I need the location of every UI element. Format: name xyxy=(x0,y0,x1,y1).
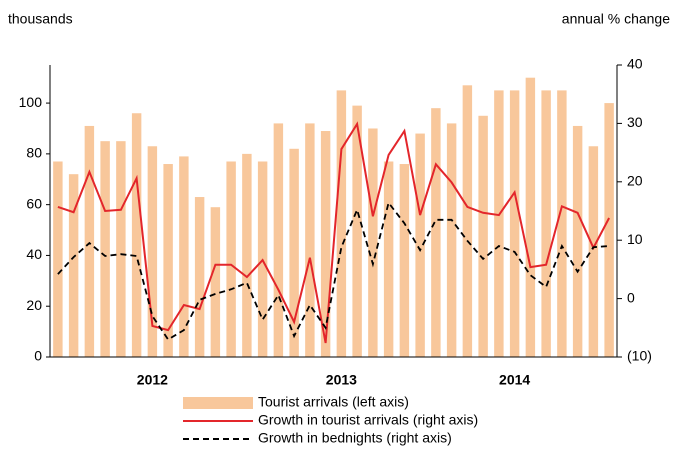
y2-tick-label: (10) xyxy=(627,348,652,364)
legend-swatch xyxy=(183,397,253,409)
bar xyxy=(557,90,567,358)
bar xyxy=(383,161,394,357)
bar xyxy=(305,123,315,358)
y2-tick-label: 30 xyxy=(627,114,643,130)
bar xyxy=(572,125,583,357)
x-tick-label: 2014 xyxy=(499,372,530,388)
y-tick-label: 60 xyxy=(26,195,42,211)
bar xyxy=(53,161,63,357)
y-tick-label: 20 xyxy=(26,297,42,313)
x-tick-label: 2013 xyxy=(326,372,357,388)
bar xyxy=(210,207,221,357)
bar xyxy=(415,133,425,357)
bar xyxy=(336,90,347,358)
bar xyxy=(399,164,410,357)
y2-tick-label: 10 xyxy=(627,231,643,247)
bar xyxy=(179,156,189,357)
y2-tick-label: 0 xyxy=(627,289,635,305)
bar xyxy=(352,105,362,357)
bar xyxy=(588,146,599,357)
bar xyxy=(509,90,520,358)
bar xyxy=(226,161,236,357)
y2-tick-label: 20 xyxy=(627,173,643,189)
legend-label: Growth in tourist arrivals (right axis) xyxy=(258,412,478,428)
x-tick-label: 2012 xyxy=(137,372,168,388)
bar xyxy=(462,85,473,357)
series-line xyxy=(57,121,610,344)
bar xyxy=(478,115,488,357)
legend-label: Growth in bednights (right axis) xyxy=(258,430,452,446)
y-tick-label: 80 xyxy=(26,145,42,161)
legend-label: Tourist arrivals (left axis) xyxy=(258,394,409,410)
bar xyxy=(68,174,79,357)
bar xyxy=(368,128,378,357)
bar xyxy=(84,125,95,357)
bar xyxy=(131,113,142,358)
bar xyxy=(163,164,173,357)
bar xyxy=(147,146,158,357)
bar xyxy=(289,148,299,357)
series-line xyxy=(57,200,610,341)
bar xyxy=(525,77,536,358)
bar xyxy=(242,153,252,357)
y2-tick-label: 40 xyxy=(627,56,643,72)
y-tick-label: 0 xyxy=(34,348,42,364)
bar xyxy=(541,90,551,358)
bar xyxy=(116,141,126,357)
bar xyxy=(273,123,284,358)
bar xyxy=(320,131,331,357)
left-axis-label: thousands xyxy=(8,11,73,27)
bar xyxy=(431,108,441,357)
right-axis-label: annual % change xyxy=(562,11,670,27)
bar xyxy=(100,141,110,357)
bar xyxy=(494,90,504,358)
y-tick-label: 100 xyxy=(19,94,43,110)
y-tick-label: 40 xyxy=(26,246,42,262)
bar xyxy=(604,103,614,357)
bar xyxy=(194,197,205,357)
bar xyxy=(446,123,457,358)
